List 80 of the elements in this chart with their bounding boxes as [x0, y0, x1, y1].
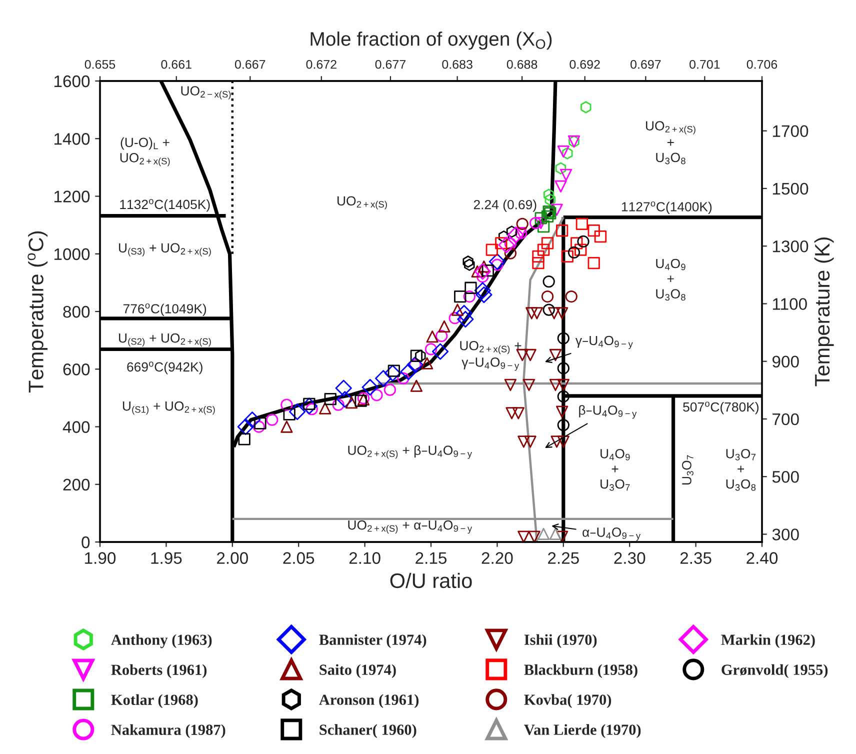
annotation: U$_{(S1)}$ + UO$_{2+x(S)}$ [122, 401, 215, 415]
y2-tick-label: 1100 [772, 298, 807, 310]
x2-tick-label: 0.701 [690, 60, 720, 69]
annotation: 1132$^{o}$C(1405K) [120, 199, 210, 212]
legend-label: Kovba( 1970) [524, 694, 612, 708]
x-axis-title: O/U ratio [390, 572, 472, 588]
x-tick-label: 2.40 [746, 552, 778, 564]
annotation: U$_{(S2)}$ + UO$_{2+x(S)}$ [118, 333, 211, 347]
legend-label: Ishii (1970) [524, 634, 597, 648]
x-tick-label: 2.35 [680, 552, 712, 564]
y-tick-label: 1200 [54, 190, 90, 202]
y2-axis-title: Temperature (K) [814, 238, 834, 386]
legend-label: Grønvold( 1955) [722, 664, 828, 678]
y-tick-label: 800 [63, 306, 90, 318]
y2-tick-label: 700 [772, 413, 799, 426]
legend-label: Anthony (1963) [111, 634, 212, 648]
x-tick-label: 2.00 [217, 552, 248, 564]
legend-label: Roberts (1961) [111, 664, 207, 678]
annotation: 507$^{o}$C(780K) [683, 402, 758, 414]
x-tick-label: 2.15 [416, 552, 447, 564]
annotation: 2.24 (0.69) [474, 200, 536, 212]
legend-label: Markin (1962) [721, 634, 815, 648]
x2-tick-label: 0.706 [746, 60, 778, 69]
legend-label: Van Lierde (1970) [524, 724, 641, 738]
y-tick-label: 600 [63, 364, 90, 376]
x-tick-label: 2.05 [283, 552, 314, 564]
legend-label: Saito (1974) [320, 664, 396, 678]
annotation: UO$_{2−x(S)}$ [181, 86, 231, 100]
x2-tick-label: 0.683 [442, 60, 472, 69]
x-tick-label: 2.30 [614, 552, 646, 564]
annotation: UO$_{2+x(S)}$ + α–U$_{4}$O$_{9−y}$ [348, 520, 472, 534]
text: (U-O)$_{L}$ + UO$_{2+x(S)}$ [120, 137, 170, 166]
x-tick-label: 1.90 [85, 552, 116, 564]
y-axis-title: Temperature ($^{o}$C) [28, 231, 48, 392]
y2-tick-label: 1500 [772, 182, 808, 195]
legend-label: Bannister (1974) [319, 634, 426, 648]
x2-axis-title: Mole fraction of oxygen (X$_{O}$) [310, 32, 552, 50]
x2-tick-label: 0.667 [234, 60, 266, 69]
x2-tick-label: 0.672 [306, 60, 336, 69]
x2-tick-label: 0.697 [630, 60, 661, 69]
x2-tick-label: 0.661 [161, 60, 192, 69]
x-tick-label: 1.95 [151, 552, 182, 564]
legend-label: Schaner( 1960) [320, 724, 416, 738]
y2-tick-label: 1300 [772, 240, 808, 252]
x-tick-label: 2.25 [548, 552, 579, 564]
y2-tick-label: 500 [772, 470, 799, 483]
y-tick-label: 1400 [54, 133, 90, 145]
x-tick-label: 2.20 [482, 552, 513, 564]
annotation: β–U$_{4}$O$_{9−y}$ [579, 405, 637, 419]
annotation: U$_{3}$O$_{7}$ [682, 455, 694, 484]
y-tick-label: 1000 [54, 248, 90, 260]
annotation: UO$_{2+x(S)}$ [338, 196, 387, 210]
text: U$_{4}$O$_{9}$ + U$_{3}$O$_{8}$ [656, 258, 686, 301]
text: UO$_{2+x(S)}$ + γ–U$_{4}$O$_{9−y}$ [460, 340, 522, 371]
legend-label: Aronson (1961) [319, 694, 419, 708]
x2-tick-label: 0.655 [84, 60, 116, 69]
x2-tick-label: 0.688 [506, 60, 538, 69]
y2-tick-label: 1700 [772, 125, 808, 138]
annotation: 669$^{o}$C(942K) [127, 362, 202, 374]
legend-label: Kotlar (1968) [111, 694, 198, 708]
annotation: 776$^{o}$C(1049K) [123, 303, 206, 316]
x2-tick-label: 0.677 [375, 60, 406, 69]
x2-tick-label: 0.692 [570, 60, 600, 69]
legend-label: Blackburn (1958) [524, 664, 638, 678]
annotation: U$_{(S3)}$ + UO$_{2+x(S)}$ [118, 243, 211, 256]
y-tick-label: 0 [82, 536, 90, 548]
text: U$_{4}$O$_{9}$ + U$_{3}$O$_{7}$ [600, 448, 630, 491]
text: U$_{3}$O$_{7}$ + U$_{3}$O$_{8}$ [726, 448, 756, 491]
legend-label: Nakamura (1987) [111, 724, 226, 738]
y-tick-label: 1600 [54, 75, 90, 88]
annotation: UO$_{2+x(S)}$ + β–U$_{4}$O$_{9−y}$ [348, 445, 472, 459]
y-tick-label: 200 [63, 478, 90, 491]
y2-tick-label: 300 [772, 528, 799, 540]
annotation: UO$_{2+x(S)}$ + U$_{3}$O$_{8}$ [646, 121, 696, 164]
annotation: α–U$_{4}$O$_{9−y}$ [582, 528, 641, 541]
annotation: γ–U$_{4}$O$_{9−y}$ [575, 336, 633, 350]
y-tick-label: 400 [62, 421, 90, 433]
x-tick-label: 2.10 [349, 552, 380, 564]
annotation: 1127$^{o}$C(1400K) [622, 201, 712, 214]
y2-tick-label: 900 [772, 356, 799, 368]
